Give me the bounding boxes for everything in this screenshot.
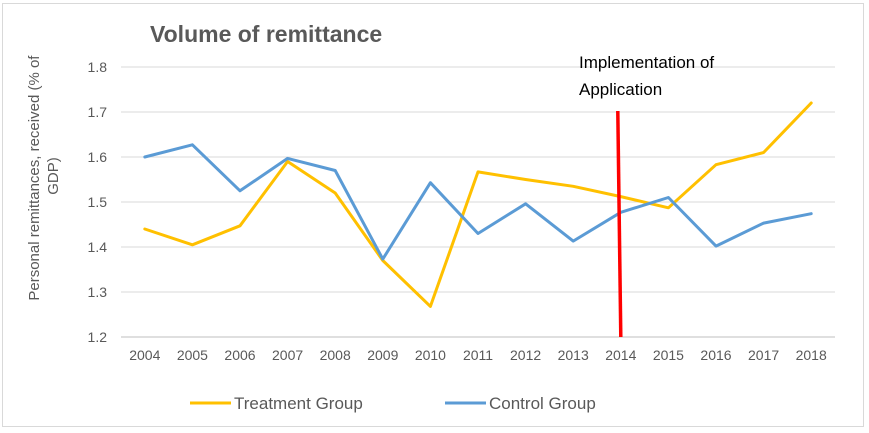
x-tick-label: 2009 [367, 347, 398, 363]
x-tick-label: 2008 [320, 347, 351, 363]
control-group-line [143, 143, 813, 261]
chart-title: Volume of remittance [150, 21, 382, 47]
x-tick-label: 2011 [463, 347, 493, 363]
y-axis-label-line-2: GDP) [45, 157, 62, 195]
x-tick-label: 2017 [748, 347, 779, 363]
annotation-line-1: Implementation of [579, 53, 714, 72]
gridlines [121, 66, 835, 338]
y-tick-label: 1.5 [88, 194, 108, 210]
legend: Treatment Group Control Group [190, 394, 596, 413]
legend-label-treatment: Treatment Group [234, 394, 363, 413]
x-tick-label: 2014 [605, 347, 636, 363]
y-tick-label: 1.2 [88, 329, 108, 345]
legend-label-control: Control Group [489, 394, 596, 413]
x-tick-label: 2013 [558, 347, 589, 363]
annotation-line-2: Application [579, 80, 662, 99]
treatment-group-line [143, 101, 813, 308]
implementation-annotation: Implementation of Application [579, 53, 719, 99]
x-tick-label: 2005 [177, 347, 208, 363]
x-tick-label: 2015 [653, 347, 684, 363]
x-tick-label: 2018 [796, 347, 827, 363]
y-tick-label: 1.4 [88, 239, 108, 255]
implementation-marker-line [616, 110, 623, 338]
y-tick-label: 1.3 [88, 284, 108, 300]
x-tick-label: 2016 [700, 347, 731, 363]
x-tick-label: 2004 [129, 347, 160, 363]
x-tick-labels: 2004 2005 2006 2007 2008 2009 2010 2011 2012 2013… [129, 347, 827, 363]
y-tick-label: 1.7 [88, 104, 108, 120]
line-chart: Volume of remittance Personal remittance… [26, 21, 835, 413]
chart-frame: Volume of remittance Personal remittance… [2, 3, 864, 427]
x-tick-label: 2012 [510, 347, 541, 363]
series-lines [143, 101, 813, 308]
x-tick-label: 2006 [224, 347, 255, 363]
x-tick-label: 2010 [415, 347, 446, 363]
y-axis-label-line-1: Personal remittances, received (% of [26, 55, 43, 301]
x-tick-label: 2007 [272, 347, 303, 363]
y-tick-labels: 1.2 1.3 1.4 1.5 1.6 1.7 1.8 [88, 59, 108, 345]
y-tick-label: 1.6 [88, 149, 108, 165]
y-axis-label: Personal remittances, received (% of GDP… [26, 51, 62, 300]
y-tick-label: 1.8 [88, 59, 108, 75]
